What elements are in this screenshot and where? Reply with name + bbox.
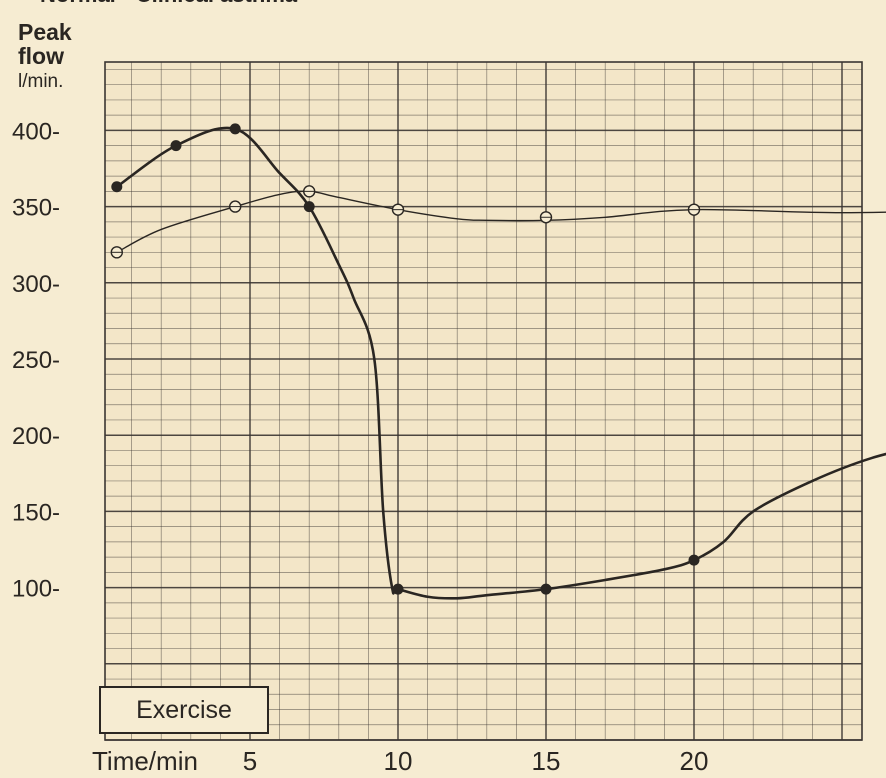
x-tick-label: 10 bbox=[384, 746, 413, 776]
y-tick-label: 300- bbox=[12, 271, 60, 298]
plot-area bbox=[104, 61, 863, 741]
y-tick-label: 200- bbox=[12, 423, 60, 450]
y-tick-label: 100- bbox=[12, 576, 60, 603]
chart-tick-labels: 100- 150- 200- 250- 300- 350- 400- Time/min 5 10 1… bbox=[12, 118, 709, 776]
y-tick-label: 350- bbox=[12, 195, 60, 222]
x-tick-label: 15 bbox=[532, 746, 561, 776]
asthma-series-point bbox=[540, 583, 552, 595]
header-cut-text: Normal • Clinical asthma bbox=[40, 0, 760, 12]
asthma-series-point bbox=[170, 140, 182, 152]
y-axis-label-line-2: flow bbox=[18, 43, 64, 69]
y-tick-label: 400- bbox=[12, 118, 60, 145]
x-tick-label: 5 bbox=[243, 746, 257, 776]
asthma-series-point bbox=[111, 181, 123, 193]
asthma-series-point bbox=[688, 554, 700, 566]
asthma-series-point bbox=[392, 583, 404, 595]
asthma-series-point bbox=[303, 201, 315, 213]
normal-series-line bbox=[116, 190, 886, 253]
y-tick-label: 250- bbox=[12, 347, 60, 374]
y-axis-label-line-1: Peak bbox=[18, 19, 72, 45]
y-axis-label: Peak flow l/min. bbox=[18, 20, 72, 94]
exercise-annotation: Exercise bbox=[99, 686, 269, 734]
y-axis-label-line-3: l/min. bbox=[18, 71, 64, 92]
x-axis-label: Time/min bbox=[92, 746, 198, 776]
chart-series bbox=[110, 123, 886, 600]
asthma-series-point bbox=[229, 123, 241, 135]
x-tick-label: 20 bbox=[680, 746, 709, 776]
y-tick-label: 150- bbox=[12, 499, 60, 526]
chart-grid bbox=[104, 61, 863, 741]
